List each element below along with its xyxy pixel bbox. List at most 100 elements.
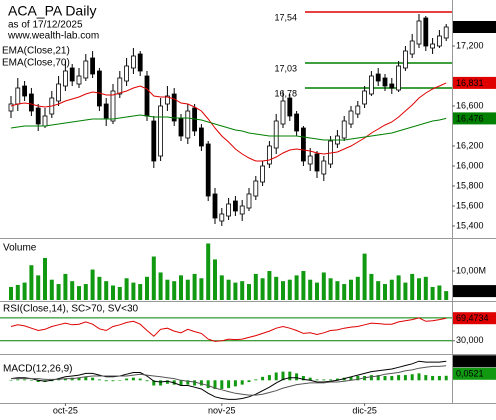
volume-bar <box>63 273 68 300</box>
candle-body <box>22 85 28 97</box>
candle-body <box>35 107 41 125</box>
panel-title: MACD(12,26,9) <box>3 364 72 375</box>
candle-body <box>144 75 150 117</box>
candle-body <box>362 90 368 105</box>
candle-body <box>97 70 102 107</box>
histogram-bar <box>77 377 81 381</box>
last-value-label: 16,831 <box>456 78 484 88</box>
candle-body <box>76 75 82 85</box>
candle-body <box>402 50 408 69</box>
candle-body <box>151 120 157 162</box>
volume-bar <box>389 279 394 300</box>
last-value-label: 0,0521 <box>456 369 484 379</box>
candle-body <box>314 153 320 172</box>
histogram-bar <box>16 379 20 381</box>
histogram-bar <box>29 380 33 381</box>
histogram-bar <box>220 380 224 389</box>
volume-bar <box>192 273 197 300</box>
volume-bar <box>403 282 408 300</box>
volume-bar <box>145 276 149 300</box>
histogram-bar <box>84 376 88 381</box>
histogram-bar <box>104 380 108 382</box>
volume-bar <box>301 271 306 300</box>
histogram-bar <box>281 371 285 381</box>
volume-bar <box>104 281 109 300</box>
histogram-bar <box>186 380 190 385</box>
histogram-bar <box>390 375 394 381</box>
histogram-bar <box>288 371 292 381</box>
volume-bar <box>287 279 292 300</box>
histogram-bar <box>376 375 380 381</box>
last-value-label: 17,390 <box>456 22 484 32</box>
volume-bar <box>49 279 54 300</box>
volume-bar <box>158 272 163 300</box>
histogram-bar <box>335 378 339 381</box>
y-tick-label: 15,400 <box>456 220 484 230</box>
histogram-bar <box>206 380 210 389</box>
histogram-bar <box>9 380 13 381</box>
last-value-box <box>453 312 496 325</box>
legend-entry: EMA(Close,70) <box>2 58 70 69</box>
last-value-label: 16,476 <box>456 113 484 123</box>
volume-bar <box>9 286 13 300</box>
chart-title: ACA_PA Daily <box>8 3 96 19</box>
histogram-bar <box>329 379 333 381</box>
histogram-bar <box>410 374 414 381</box>
candle-body <box>287 97 293 117</box>
candle-body <box>368 75 374 95</box>
candle-body <box>56 83 61 102</box>
candle-body <box>341 120 347 139</box>
histogram-bar <box>349 376 353 381</box>
ema-line <box>10 114 447 141</box>
panel-title: Volume <box>3 243 37 254</box>
volume-bar <box>274 276 279 300</box>
last-value-box <box>453 367 496 380</box>
candle-body <box>198 127 204 147</box>
volume-bar <box>77 286 81 300</box>
candle-body <box>443 26 449 39</box>
histogram-bar <box>233 380 237 387</box>
candle-body <box>137 53 143 72</box>
candle-body <box>280 100 286 125</box>
candle-body <box>42 115 48 127</box>
volume-bar <box>213 259 217 300</box>
volume-bar <box>437 285 442 300</box>
histogram-bar <box>301 375 305 381</box>
indicator-line <box>10 360 447 400</box>
candle-body <box>205 143 211 197</box>
volume-bar <box>362 253 367 300</box>
volume-bar <box>315 282 319 300</box>
candle-body <box>396 65 402 91</box>
level-label: 17,54 <box>274 12 297 22</box>
histogram-bar <box>437 375 441 381</box>
volume-bar <box>172 281 177 300</box>
candle-body <box>389 83 395 89</box>
volume-bar <box>328 278 333 300</box>
candle-body <box>232 200 238 212</box>
candle-body <box>8 103 14 112</box>
volume-bar <box>247 284 251 300</box>
candle-body <box>171 93 177 122</box>
candle-body <box>430 43 436 49</box>
candle-body <box>117 77 123 95</box>
candle-body <box>273 120 279 149</box>
histogram-bar <box>199 380 203 386</box>
histogram-bar <box>165 380 169 384</box>
volume-bar <box>349 279 353 300</box>
candle-body <box>110 90 116 122</box>
candle-body <box>382 77 388 87</box>
volume-bar <box>369 273 374 300</box>
candle-body <box>307 155 313 165</box>
volume-bar <box>226 279 231 300</box>
candle-body <box>226 203 232 217</box>
histogram-bar <box>131 377 135 381</box>
histogram-bar <box>267 375 271 381</box>
volume-bar <box>131 282 136 300</box>
histogram-bar <box>261 376 265 381</box>
volume-bar <box>267 271 272 300</box>
candle-body <box>436 35 442 47</box>
volume-bar <box>185 279 190 300</box>
y-tick-label: 10,00M <box>456 265 486 275</box>
candle-body <box>260 165 266 183</box>
last-value-label: 69,4734 <box>456 313 489 323</box>
